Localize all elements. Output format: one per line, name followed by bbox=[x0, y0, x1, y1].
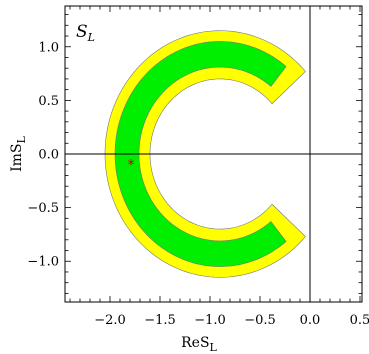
ticks bbox=[65, 6, 362, 302]
x-tick-label: −1.5 bbox=[144, 313, 176, 328]
y-tick-label: 0.0 bbox=[38, 148, 59, 163]
y-tick-label: −1.0 bbox=[27, 255, 59, 270]
panel-label: SL bbox=[76, 22, 95, 44]
y-tick-label: 1.0 bbox=[38, 40, 59, 55]
y-tick-label: −0.5 bbox=[27, 201, 59, 216]
x-axis-label: ReSL bbox=[181, 335, 217, 354]
x-tick-label: 0.0 bbox=[300, 313, 321, 328]
best-fit-layer: * bbox=[128, 158, 135, 174]
best-fit-marker: * bbox=[128, 158, 135, 174]
allowed-regions bbox=[104, 30, 306, 278]
x-tick-label: −0.5 bbox=[244, 313, 276, 328]
reference-lines bbox=[65, 6, 362, 302]
x-tick-label: −2.0 bbox=[94, 313, 126, 328]
tick-labels: −2.0 −1.5 −1.0 −0.5 0.0 0.5 1.0 0.5 0.0 −0.5 −1.0 bbox=[27, 40, 369, 328]
y-tick-label: 0.5 bbox=[38, 94, 59, 109]
x-tick-label: −1.0 bbox=[194, 313, 226, 328]
x-tick-label: 0.5 bbox=[350, 313, 369, 328]
y-axis-label: ImSL bbox=[9, 135, 28, 171]
region-inner bbox=[114, 41, 287, 267]
